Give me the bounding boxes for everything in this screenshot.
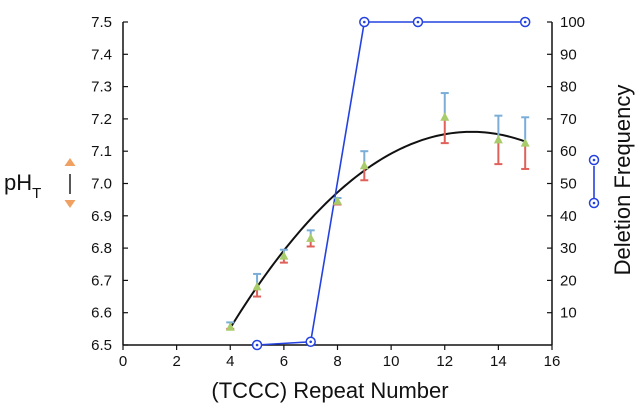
x-tick-label: 8 (333, 353, 341, 370)
y-right-tick-label: 60 (560, 143, 577, 160)
deletion-point-center (363, 20, 366, 24)
y-left-tick-label: 7.3 (91, 79, 112, 96)
fit-curve (229, 130, 526, 329)
x-tick-label: 10 (383, 353, 400, 370)
x-tick-label: 16 (544, 353, 561, 370)
y-right-tick-label: 100 (560, 14, 585, 31)
y-left-tick-label: 7.4 (91, 46, 112, 63)
y-left-axis-title-sub: T (32, 185, 41, 202)
left-legend-group (64, 158, 76, 208)
x-tick-label: 6 (280, 353, 288, 370)
y-left-tick-label: 7.1 (91, 143, 112, 160)
y-left-tick-label: 6.8 (91, 240, 112, 257)
deletion-point-center (255, 343, 259, 347)
fit-curve-group (229, 130, 526, 329)
legend-deletion-circle-center (592, 201, 596, 205)
ph-point (306, 233, 316, 242)
deletion-point-center (309, 340, 312, 344)
ph-point (333, 196, 342, 205)
ph-point (493, 134, 503, 144)
deletion-point-center (523, 20, 527, 24)
ph-point (225, 322, 235, 331)
y-left-axis-title-main: pH (4, 170, 32, 195)
x-tick-label: 0 (119, 353, 127, 370)
y-right-tick-label: 80 (560, 79, 577, 96)
y-left-tick-label: 7.5 (91, 14, 112, 31)
ph-point (520, 138, 530, 147)
y-left-ticks-group: 6.5 6.6 6.7 6.8 6.9 7.0 7.1 7.2 7.3 7.4 7.5 (91, 14, 128, 354)
ph-point (359, 160, 369, 170)
deletion-line (257, 21, 526, 346)
y-right-tick-label: 10 (560, 305, 577, 322)
y-right-tick-label: 90 (560, 46, 577, 63)
ph-point (440, 112, 450, 121)
x-axis-title: (TCCC) Repeat Number (211, 378, 448, 403)
x-tick-label: 4 (226, 353, 234, 370)
y-left-tick-label: 6.5 (91, 337, 112, 354)
y-left-tick-label: 7.2 (91, 111, 112, 128)
ph-series-group (225, 92, 530, 331)
deletion-series-group (251, 16, 531, 351)
y-right-tick-label: 40 (560, 208, 577, 225)
y-right-tick-label: 50 (560, 176, 577, 193)
y-left-axis-title: pHT (4, 170, 41, 202)
ph-point (279, 251, 289, 260)
legend-triangle-up (64, 158, 76, 166)
y-right-axis-title: Deletion Frequency (610, 85, 635, 276)
y-left-tick-label: 6.9 (91, 208, 112, 225)
x-ticks-group: 0 2 4 6 8 10 12 14 16 (119, 345, 561, 370)
x-tick-label: 14 (490, 353, 507, 370)
y-left-tick-label: 6.7 (91, 272, 112, 289)
y-right-tick-label: 20 (560, 272, 577, 289)
x-tick-label: 2 (172, 353, 180, 370)
deletion-point-center (416, 20, 420, 24)
legend-triangle-down (64, 200, 76, 208)
ph-point (252, 281, 262, 291)
y-right-tick-label: 70 (560, 111, 577, 128)
y-right-ticks-group: 10 20 30 40 50 60 70 80 90 100 (547, 14, 585, 322)
y-left-tick-label: 7.0 (91, 176, 112, 193)
y-right-tick-label: 30 (560, 240, 577, 257)
x-tick-label: 12 (436, 353, 453, 370)
legend-deletion-circle-center (592, 158, 596, 162)
right-legend-group (588, 154, 600, 209)
y-left-tick-label: 6.6 (91, 305, 112, 322)
